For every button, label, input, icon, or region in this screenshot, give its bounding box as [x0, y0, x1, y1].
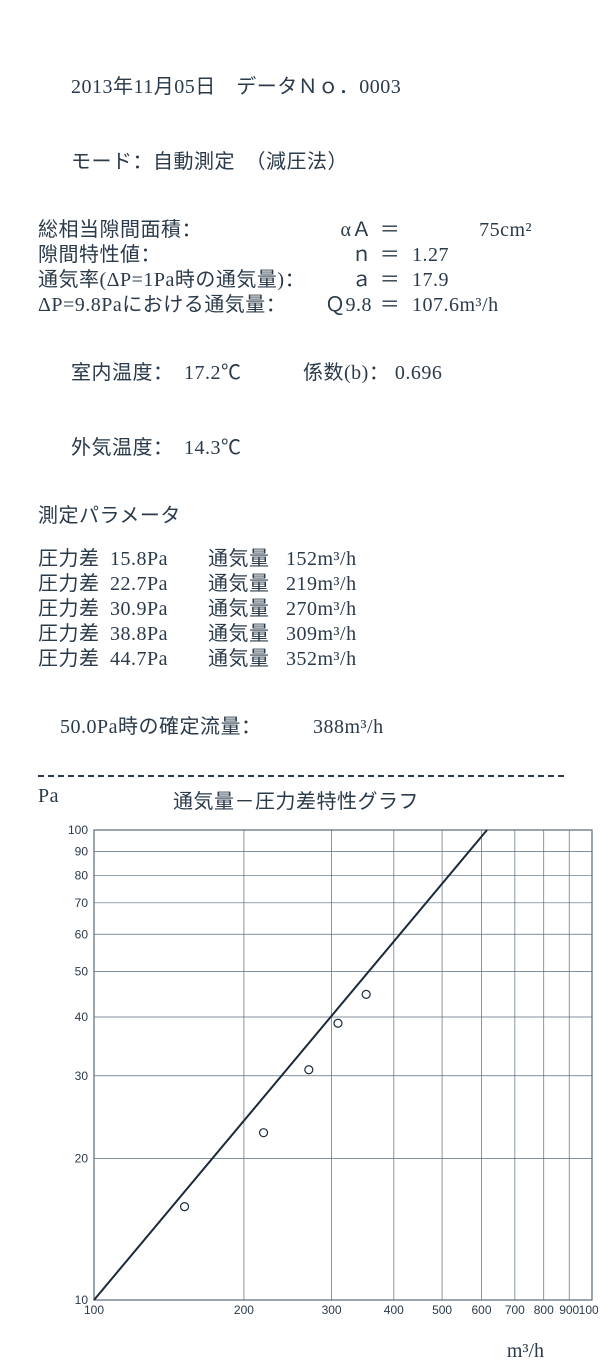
alpha-a-val: 75cm² — [402, 218, 532, 243]
indoor-val: 17.2℃ — [184, 362, 242, 384]
airflow-value: 352m³/h — [286, 647, 386, 672]
params-row: 圧力差22.7Pa 通気量219m³/h — [38, 572, 564, 597]
method: （減圧法） — [256, 151, 349, 173]
svg-text:70: 70 — [75, 896, 89, 910]
airflow-label: 通気量 — [208, 547, 286, 572]
pressure-value: 38.8Pa — [110, 622, 190, 647]
pressure-label: 圧力差 — [38, 647, 110, 672]
a-sym: ａ — [310, 268, 378, 293]
svg-text:900: 900 — [559, 1303, 579, 1317]
outdoor-val: 14.3℃ — [184, 437, 242, 459]
svg-text:600: 600 — [472, 1303, 492, 1317]
params-table: 圧力差15.8Pa通気量152m³/h圧力差22.7Pa通気量219m³/h圧力… — [38, 547, 564, 672]
svg-text:80: 80 — [75, 869, 89, 883]
params-title: 測定パラメータ — [38, 504, 564, 529]
svg-text:40: 40 — [75, 1010, 89, 1024]
a-val: 17.9 — [402, 268, 532, 293]
chart-section: Pa 通気量－圧力差特性グラフ 102030405060708090100100… — [38, 785, 564, 1335]
divider — [38, 775, 564, 777]
pressure-value: 44.7Pa — [110, 647, 190, 672]
chart-plot: 1020304050607080901001002003004005006007… — [38, 820, 598, 1330]
svg-text:90: 90 — [75, 845, 89, 859]
q98-label: ΔP=9.8Paにおける通気量： — [38, 293, 310, 318]
data-no-label: データＮｏ． — [236, 76, 359, 98]
airflow-label: 通気量 — [208, 572, 286, 597]
chart-y-unit: Pa — [38, 785, 86, 814]
mode-label: モード： — [71, 151, 153, 173]
pressure-label: 圧力差 — [38, 572, 110, 597]
flow50-row: 50.0Pa時の確定流量： 388m³/h — [38, 690, 564, 765]
airflow-value: 219m³/h — [286, 572, 386, 597]
data-no: 0003 — [359, 76, 401, 98]
results-block: 総相当隙間面積： αＡ ＝ 75cm² 隙間特性値： ｎ ＝ 1.27 通気率(… — [38, 218, 564, 318]
airflow-value: 309m³/h — [286, 622, 386, 647]
n-label: 隙間特性値： — [38, 243, 310, 268]
svg-text:20: 20 — [75, 1152, 89, 1166]
params-row: 圧力差30.9Pa 通気量270m³/h — [38, 597, 564, 622]
svg-text:100: 100 — [68, 823, 88, 837]
airflow-label: 通気量 — [208, 647, 286, 672]
airflow-value: 152m³/h — [286, 547, 386, 572]
temps-block: 室内温度： 17.2℃ 係数(b)： 0.696 外気温度： 14.3℃ — [38, 336, 564, 486]
n-val: 1.27 — [402, 243, 532, 268]
alpha-a-sym: αＡ — [310, 218, 378, 243]
flow50-label: 50.0Pa時の確定流量： — [60, 716, 252, 738]
svg-text:400: 400 — [384, 1303, 404, 1317]
svg-text:60: 60 — [75, 927, 89, 941]
svg-text:300: 300 — [322, 1303, 342, 1317]
a-label: 通気率(ΔP=1Pa時の通気量)： — [38, 268, 310, 293]
pressure-value: 30.9Pa — [110, 597, 190, 622]
airflow-value: 270m³/h — [286, 597, 386, 622]
q98-sym: Ｑ9.8 — [310, 293, 378, 318]
n-sym: ｎ — [310, 243, 378, 268]
svg-text:800: 800 — [534, 1303, 554, 1317]
header-block: 2013年11月05日 データＮｏ．0003 モード：自動測定 （減圧法） — [38, 50, 564, 200]
svg-text:100: 100 — [84, 1303, 104, 1317]
coeff-label: 係数(b)： — [303, 362, 389, 384]
svg-text:30: 30 — [75, 1069, 89, 1083]
outdoor-label: 外気温度： — [71, 437, 164, 459]
alpha-a-label: 総相当隙間面積： — [38, 218, 310, 243]
airflow-label: 通気量 — [208, 622, 286, 647]
svg-text:50: 50 — [75, 964, 89, 978]
svg-text:700: 700 — [505, 1303, 525, 1317]
params-row: 圧力差44.7Pa 通気量352m³/h — [38, 647, 564, 672]
indoor-label: 室内温度： — [71, 362, 164, 384]
flow50-val: 388m³/h — [313, 716, 384, 738]
pressure-value: 22.7Pa — [110, 572, 190, 597]
pressure-value: 15.8Pa — [110, 547, 190, 572]
date: 2013年11月05日 — [71, 76, 216, 98]
svg-text:200: 200 — [234, 1303, 254, 1317]
mode-value: 自動測定 — [153, 151, 235, 173]
chart-title: 通気量－圧力差特性グラフ — [86, 785, 554, 814]
params-row: 圧力差38.8Pa 通気量309m³/h — [38, 622, 564, 647]
svg-text:500: 500 — [432, 1303, 452, 1317]
pressure-label: 圧力差 — [38, 597, 110, 622]
pressure-label: 圧力差 — [38, 622, 110, 647]
params-row: 圧力差15.8Pa 通気量152m³/h — [38, 547, 564, 572]
airflow-label: 通気量 — [208, 597, 286, 622]
svg-text:1000: 1000 — [579, 1303, 598, 1317]
pressure-label: 圧力差 — [38, 547, 110, 572]
coeff-val: 0.696 — [395, 362, 443, 384]
q98-val: 107.6m³/h — [402, 293, 532, 318]
chart-x-unit: m³/h — [507, 1340, 544, 1363]
